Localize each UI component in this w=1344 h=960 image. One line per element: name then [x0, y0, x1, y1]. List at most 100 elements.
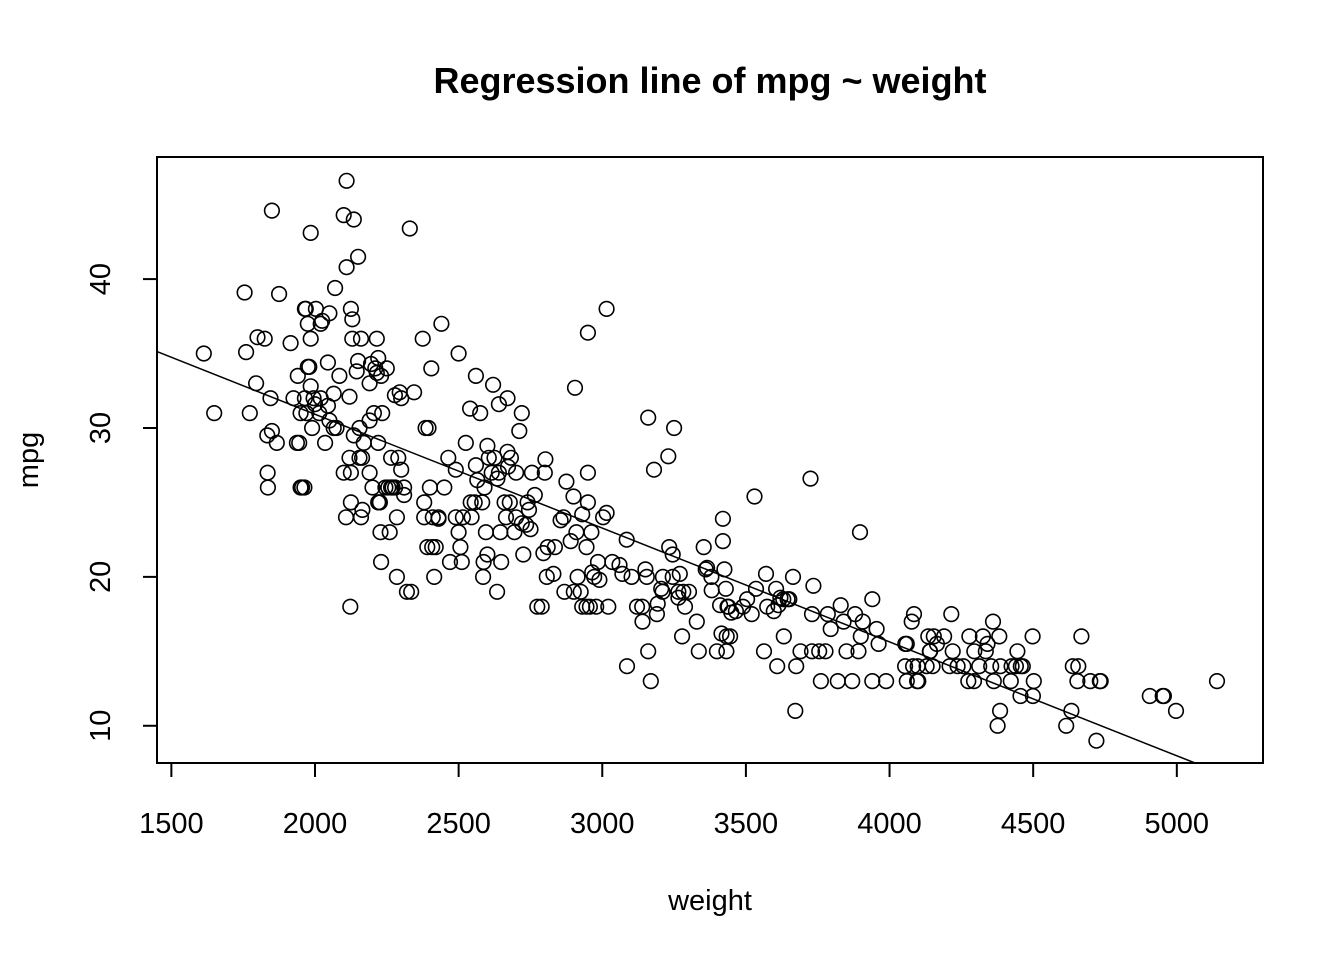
data-point	[436, 479, 453, 496]
data-point	[321, 305, 338, 322]
data-point	[908, 672, 926, 690]
data-point	[581, 598, 599, 615]
data-point	[665, 419, 683, 437]
data-point	[664, 546, 681, 563]
data-point	[513, 405, 530, 422]
data-point	[466, 494, 483, 511]
data-point	[259, 464, 276, 481]
y-tick-label: 20	[85, 561, 117, 593]
data-point	[374, 405, 391, 422]
data-point	[490, 396, 508, 413]
data-point	[817, 643, 834, 660]
data-point	[472, 405, 489, 422]
data-point	[803, 643, 821, 660]
data-point	[910, 672, 927, 690]
data-point	[236, 284, 253, 301]
data-point	[775, 628, 792, 645]
data-point	[1082, 672, 1099, 690]
data-point	[903, 613, 920, 630]
data-point	[746, 488, 763, 505]
data-point	[421, 479, 439, 496]
data-point	[578, 538, 595, 556]
data-point	[1025, 672, 1042, 690]
data-point	[327, 279, 344, 297]
data-point	[984, 613, 1002, 630]
data-point	[533, 598, 550, 615]
data-point	[711, 597, 729, 614]
data-point	[350, 352, 367, 370]
data-point	[355, 434, 372, 452]
data-point	[529, 598, 546, 615]
data-point	[854, 613, 871, 630]
data-point	[870, 635, 887, 653]
data-point	[501, 494, 518, 511]
data-point	[787, 702, 804, 720]
data-point	[558, 473, 575, 490]
data-point	[864, 672, 881, 690]
data-point	[249, 329, 266, 346]
data-point	[1009, 643, 1026, 660]
y-tick-label: 30	[85, 412, 117, 444]
data-point	[721, 628, 739, 645]
data-point	[337, 509, 355, 526]
data-point	[546, 538, 564, 556]
data-point	[1155, 687, 1172, 705]
data-point	[935, 628, 953, 645]
data-point	[598, 300, 615, 318]
data-point	[775, 591, 792, 608]
data-point	[302, 330, 319, 347]
data-point	[811, 643, 828, 660]
data-point	[565, 488, 582, 505]
data-point	[515, 546, 532, 563]
data-point	[475, 568, 492, 586]
data-point	[555, 509, 572, 526]
data-point	[342, 300, 360, 318]
data-point	[433, 315, 450, 332]
data-point	[364, 479, 381, 496]
data-point	[1092, 672, 1109, 690]
data-point	[851, 524, 869, 541]
data-point	[342, 598, 359, 615]
data-point	[991, 628, 1008, 645]
data-point	[829, 672, 846, 690]
data-point	[352, 330, 370, 347]
data-point	[634, 613, 651, 630]
x-tick-label: 2000	[283, 808, 348, 840]
data-point	[703, 582, 720, 599]
data-point	[695, 538, 712, 556]
data-point	[805, 577, 822, 594]
data-point	[598, 504, 615, 522]
data-point	[717, 580, 734, 597]
data-point	[282, 335, 299, 352]
data-point	[586, 568, 603, 586]
data-point	[511, 422, 528, 440]
data-point	[302, 378, 319, 395]
data-point	[206, 405, 223, 422]
data-point	[1002, 672, 1019, 690]
data-point	[348, 363, 365, 380]
data-point	[539, 538, 556, 556]
data-point	[673, 628, 691, 645]
data-point	[462, 400, 479, 417]
data-point	[989, 717, 1006, 734]
data-point	[373, 553, 390, 571]
data-point	[600, 598, 617, 615]
data-point	[302, 224, 319, 241]
data-point	[645, 461, 663, 478]
data-point	[520, 501, 538, 519]
data-point	[591, 571, 608, 589]
data-point	[1058, 717, 1075, 734]
data-point	[241, 405, 258, 422]
data-point	[898, 635, 915, 653]
y-axis-label: mpg	[13, 432, 45, 488]
points-layer	[195, 172, 1226, 749]
data-point	[822, 620, 839, 638]
data-point	[977, 643, 994, 660]
data-point	[925, 628, 942, 645]
x-tick-label: 2500	[426, 808, 491, 840]
data-point	[966, 643, 983, 660]
data-point	[671, 565, 688, 583]
data-point	[1003, 658, 1020, 675]
data-point	[493, 553, 510, 571]
